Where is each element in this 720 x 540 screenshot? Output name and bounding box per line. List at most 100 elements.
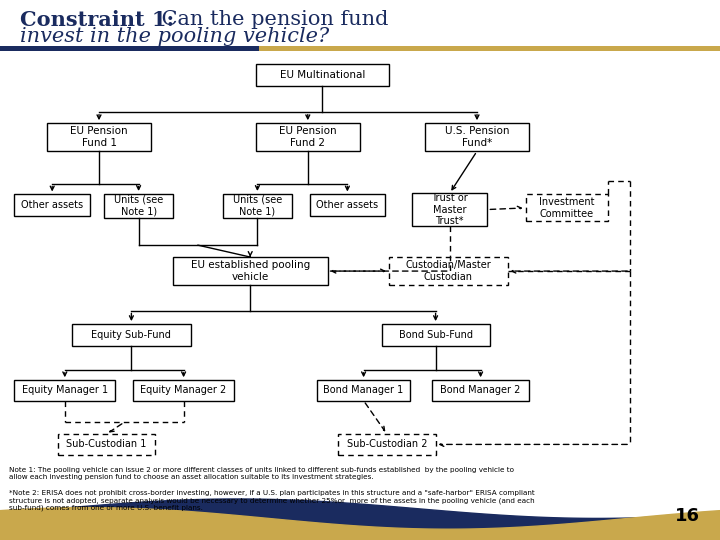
Bar (389, 46, 394, 51)
Bar (114, 46, 120, 51)
Text: *Note 2: ERISA does not prohibit cross-border investing, however, if a U.S. plan: *Note 2: ERISA does not prohibit cross-b… (9, 490, 534, 511)
Text: invest in the pooling vehicle?: invest in the pooling vehicle? (20, 27, 330, 46)
Text: Custodian/Master
Custodian: Custodian/Master Custodian (405, 260, 491, 282)
Text: Units (see
Note 1): Units (see Note 1) (233, 195, 282, 217)
Bar (477, 46, 482, 51)
Bar (311, 46, 316, 51)
Bar (145, 46, 150, 51)
FancyBboxPatch shape (14, 380, 115, 401)
Bar (285, 46, 290, 51)
Bar (467, 46, 472, 51)
Bar (125, 46, 130, 51)
Bar (431, 46, 436, 51)
Bar (166, 46, 171, 51)
Text: U.S. Pension
Fund*: U.S. Pension Fund* (445, 126, 509, 148)
Bar (301, 46, 306, 51)
Text: Equity Manager 1: Equity Manager 1 (22, 386, 108, 395)
Bar (192, 46, 197, 51)
Bar (68, 46, 73, 51)
Bar (342, 46, 347, 51)
Bar (181, 46, 186, 51)
Text: Investment
Committee: Investment Committee (539, 197, 595, 219)
Bar (88, 46, 94, 51)
Bar (394, 46, 399, 51)
Bar (415, 46, 420, 51)
Text: 16: 16 (675, 507, 700, 525)
Bar (156, 46, 161, 51)
Bar (217, 46, 223, 51)
Text: EU Multinational: EU Multinational (279, 70, 365, 80)
FancyBboxPatch shape (526, 194, 608, 221)
Text: Other assets: Other assets (316, 200, 379, 210)
Bar (83, 46, 88, 51)
Bar (259, 46, 264, 51)
Text: EU established pooling
vehicle: EU established pooling vehicle (191, 260, 310, 282)
Bar (347, 46, 353, 51)
Bar (249, 46, 254, 51)
Bar (109, 46, 114, 51)
Bar (425, 46, 431, 51)
Bar (316, 46, 321, 51)
Bar (5, 46, 10, 51)
Bar (327, 46, 332, 51)
Text: Sub-Custodian 1: Sub-Custodian 1 (66, 440, 146, 449)
Bar (78, 46, 83, 51)
Bar (26, 46, 31, 51)
FancyBboxPatch shape (14, 194, 90, 216)
Bar (52, 46, 57, 51)
Bar (238, 46, 243, 51)
Bar (212, 46, 217, 51)
FancyBboxPatch shape (223, 194, 292, 218)
Bar (295, 46, 301, 51)
Text: Sub-Custodian 2: Sub-Custodian 2 (347, 440, 427, 449)
Bar (31, 46, 36, 51)
Bar (223, 46, 228, 51)
FancyBboxPatch shape (389, 257, 508, 285)
FancyBboxPatch shape (425, 123, 529, 151)
FancyBboxPatch shape (432, 380, 529, 401)
Bar (186, 46, 192, 51)
Text: Equity Sub-Fund: Equity Sub-Fund (91, 330, 171, 340)
Bar (62, 46, 68, 51)
Bar (16, 46, 21, 51)
Bar (275, 46, 280, 51)
Bar (358, 46, 363, 51)
FancyBboxPatch shape (47, 123, 151, 151)
Text: EU Pension
Fund 1: EU Pension Fund 1 (70, 126, 128, 148)
Bar (513, 46, 518, 51)
Bar (10, 46, 16, 51)
Bar (492, 46, 498, 51)
Bar (171, 46, 176, 51)
Bar (451, 46, 456, 51)
Bar (135, 46, 140, 51)
Text: Bond Manager 1: Bond Manager 1 (323, 386, 404, 395)
Bar (104, 46, 109, 51)
FancyBboxPatch shape (256, 64, 389, 86)
Bar (420, 46, 425, 51)
Bar (290, 46, 295, 51)
FancyBboxPatch shape (317, 380, 410, 401)
Bar (269, 46, 275, 51)
Bar (306, 46, 311, 51)
FancyBboxPatch shape (412, 193, 487, 226)
Text: Note 1: The pooling vehicle can issue 2 or more different classes of units linke: Note 1: The pooling vehicle can issue 2 … (9, 467, 513, 480)
FancyBboxPatch shape (58, 434, 155, 455)
FancyBboxPatch shape (310, 194, 385, 216)
Bar (233, 46, 238, 51)
FancyBboxPatch shape (72, 324, 191, 346)
FancyBboxPatch shape (256, 123, 360, 151)
Bar (207, 46, 212, 51)
Text: Other assets: Other assets (21, 200, 84, 210)
FancyBboxPatch shape (133, 380, 234, 401)
Bar (130, 46, 135, 51)
Bar (353, 46, 358, 51)
Bar (57, 46, 62, 51)
Bar (368, 46, 373, 51)
Bar (399, 46, 405, 51)
Bar (518, 46, 720, 51)
Bar (243, 46, 249, 51)
Bar (42, 46, 47, 51)
Bar (337, 46, 342, 51)
Bar (321, 46, 327, 51)
Bar (373, 46, 379, 51)
